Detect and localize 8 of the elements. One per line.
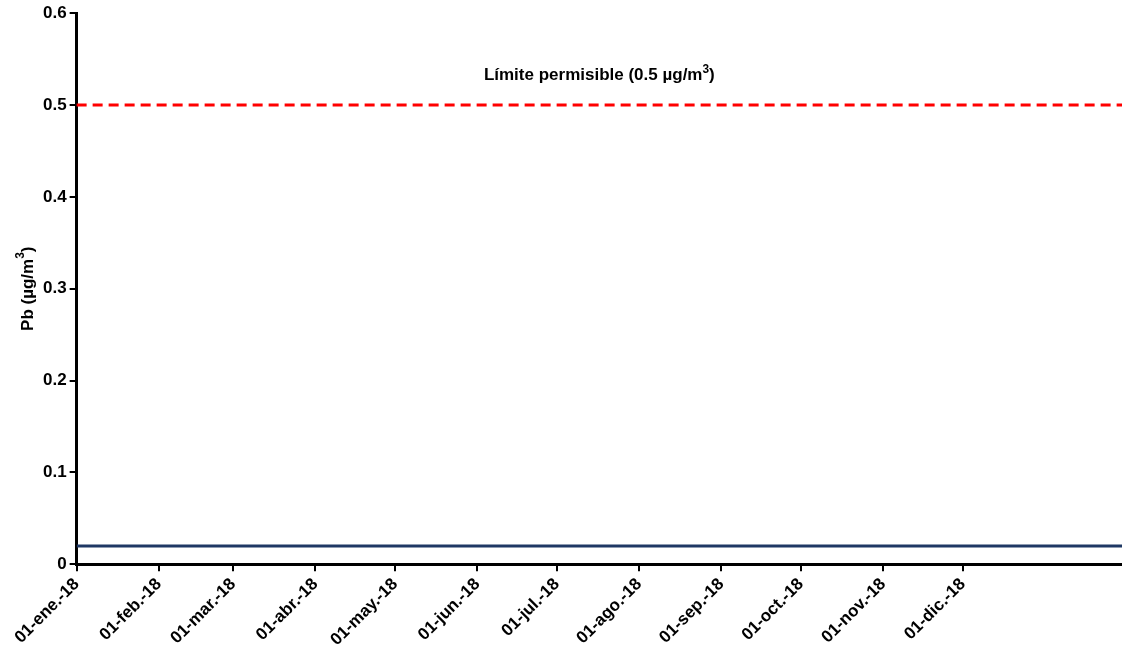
y-tick-label: 0.6 — [42, 2, 67, 22]
y-tick-label: 0.5 — [42, 94, 67, 114]
y-axis-title: Pb (µg/m3) — [13, 246, 37, 331]
y-tick-label: 0 — [57, 554, 67, 574]
y-tick-label: 0.1 — [42, 462, 67, 482]
y-tick-label: 0.4 — [42, 186, 68, 206]
y-tick-label: 0.3 — [42, 278, 67, 298]
y-tick-label: 0.2 — [42, 370, 67, 390]
